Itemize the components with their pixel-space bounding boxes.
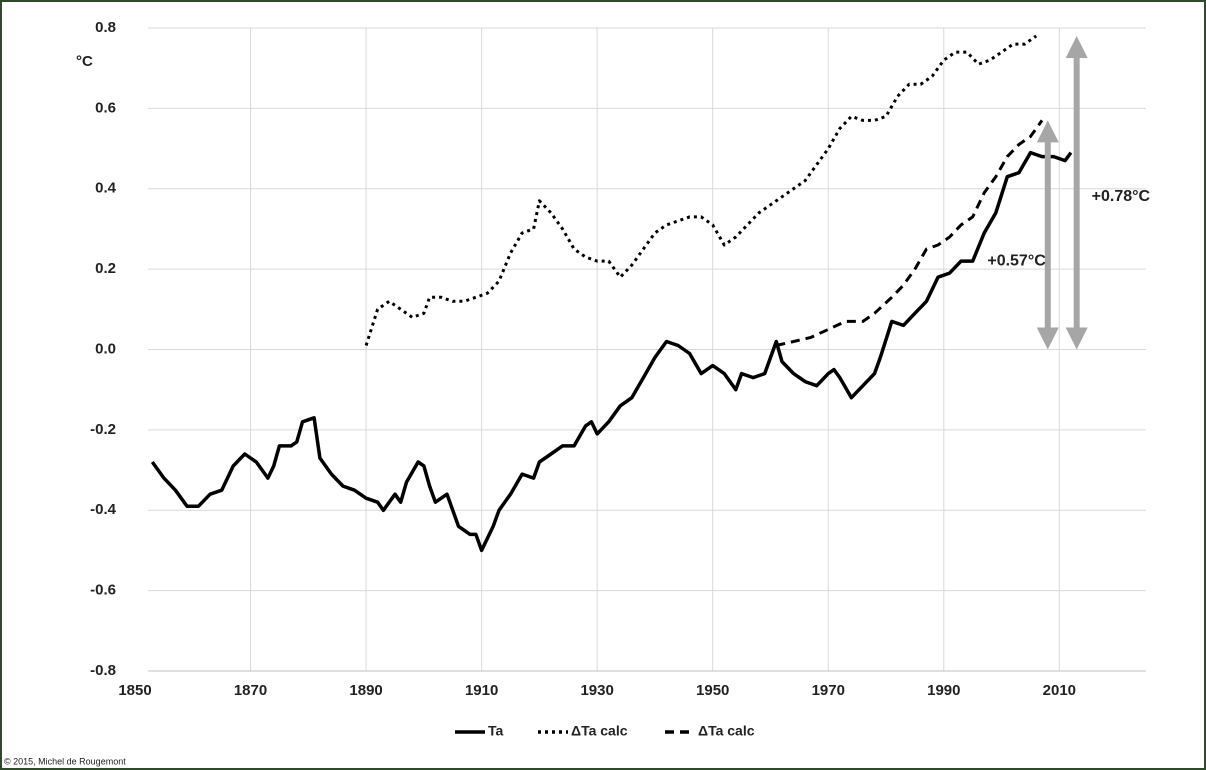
line-series bbox=[364, 34, 1038, 346]
arrow-head bbox=[1036, 120, 1059, 143]
line-series bbox=[775, 119, 1044, 347]
line-series bbox=[150, 150, 1073, 553]
y-tick-label: -0.6 bbox=[90, 582, 116, 599]
y-tick-label: -0.8 bbox=[90, 662, 116, 679]
x-tick-label: 1930 bbox=[580, 682, 613, 699]
legend-label: ΔTa calc bbox=[571, 723, 628, 739]
arrow-head bbox=[1036, 327, 1059, 350]
arrow-head bbox=[1065, 327, 1088, 350]
x-tick-label: 1970 bbox=[812, 682, 845, 699]
y-tick-label: 0.8 bbox=[95, 19, 116, 36]
y-tick-label: 0.0 bbox=[95, 340, 116, 357]
x-tick-label: 1850 bbox=[118, 682, 151, 699]
annotation: +0.57°C bbox=[987, 252, 1046, 269]
copyright: © 2015, Michel de Rougemont bbox=[4, 756, 126, 766]
arrow-head bbox=[1065, 36, 1088, 59]
y-tick-label: -0.2 bbox=[90, 421, 116, 438]
legend-label: Ta bbox=[488, 723, 504, 739]
y-tick-label: -0.4 bbox=[90, 501, 117, 518]
legend-label: ΔTa calc bbox=[698, 723, 755, 739]
annotation: +0.78°C bbox=[1092, 188, 1151, 205]
x-tick-label: 1950 bbox=[696, 682, 729, 699]
x-tick-label: 1990 bbox=[927, 682, 960, 699]
y-tick-label: 0.6 bbox=[95, 99, 116, 116]
x-tick-label: 2010 bbox=[1043, 682, 1076, 699]
y-axis-label: °C bbox=[76, 53, 93, 70]
x-tick-label: 1870 bbox=[234, 682, 267, 699]
y-tick-label: 0.2 bbox=[95, 260, 116, 277]
y-tick-label: 0.4 bbox=[95, 180, 117, 197]
x-tick-label: 1910 bbox=[465, 682, 498, 699]
x-tick-label: 1890 bbox=[349, 682, 382, 699]
